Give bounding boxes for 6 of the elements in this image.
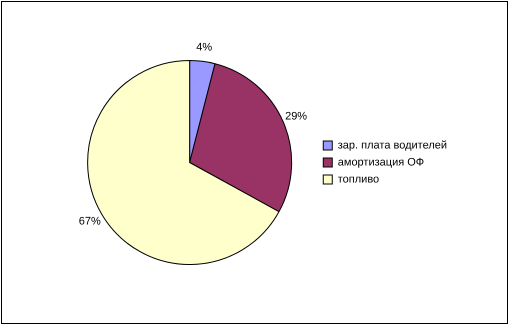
legend-label: амортизация ОФ [338,156,424,169]
legend-label: топливо [338,174,380,186]
data-label: 67% [78,216,102,228]
data-label: 4% [196,41,212,54]
data-label: 29% [285,110,308,122]
legend-label: зар. плата водителей [338,140,448,152]
